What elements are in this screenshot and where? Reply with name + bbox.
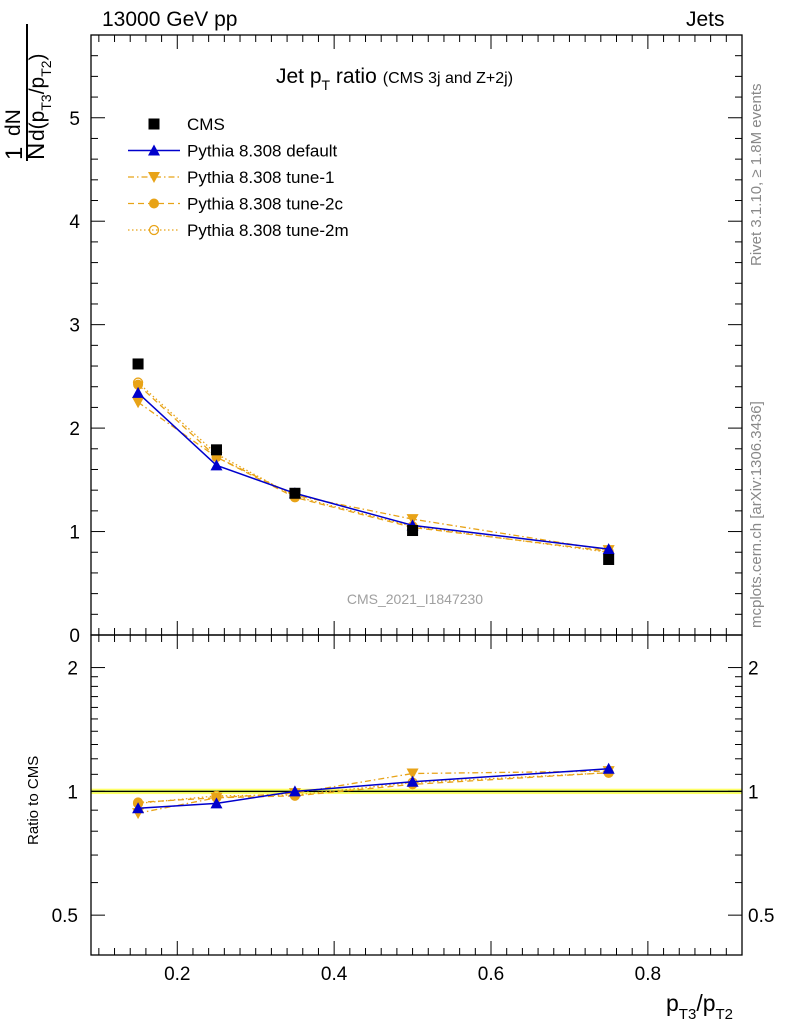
legend-marker xyxy=(148,224,160,236)
legend-label: Pythia 8.308 tune-2c xyxy=(187,195,343,214)
main-series-line xyxy=(137,384,609,552)
ylabel-one: 1 xyxy=(1,147,28,160)
main-y-tick-label: 3 xyxy=(69,316,80,337)
legend-label: Pythia 8.308 default xyxy=(187,142,338,161)
main-square-point xyxy=(132,358,144,370)
analysis-watermark: CMS_2021_I1847230 xyxy=(347,591,483,607)
legend-marker xyxy=(149,198,159,209)
legend-label: Pythia 8.308 tune-1 xyxy=(187,168,334,187)
legend-marker xyxy=(148,172,160,183)
main-triangle-up-point xyxy=(132,386,145,398)
legend-marker xyxy=(148,144,160,156)
legend-label: Pythia 8.308 tune-2m xyxy=(187,221,349,240)
ratio-y-tick-label: 2 xyxy=(67,659,78,680)
main-y-axis-label: 1 N dN d(pT3/pT2) xyxy=(1,24,54,161)
ylabel-dn: dN xyxy=(2,109,25,136)
main-y-tick-label: 0 xyxy=(69,626,80,647)
ratio-triangle-up-point xyxy=(210,797,223,809)
main-square-point xyxy=(407,525,419,537)
plot-title: Jet pT ratio (CMS 3j and Z+2j) xyxy=(276,65,513,93)
header-right: Jets xyxy=(686,8,725,31)
legend-marker xyxy=(148,118,160,130)
main-triangle-up-point xyxy=(602,543,615,555)
ratio-y-axis-label: Ratio to CMS xyxy=(25,756,42,845)
header-left: 13000 GeV pp xyxy=(102,8,238,31)
ratio-panel-frame xyxy=(90,634,743,956)
x-tick-label: 0.8 xyxy=(635,964,661,985)
main-y-tick-label: 2 xyxy=(69,419,80,440)
ratio-triangle-down-point xyxy=(406,768,419,780)
main-triangle-up-point xyxy=(210,459,223,471)
main-y-tick-label: 4 xyxy=(69,212,80,233)
main-y-tick-label: 1 xyxy=(69,523,80,544)
ylabel-denominator: d(pT3/pT2) xyxy=(26,53,54,141)
main-series-line xyxy=(137,401,609,551)
ratio-triangle-up-point xyxy=(602,762,615,774)
ratio-y-tick-label-right: 2 xyxy=(748,659,759,680)
main-circle-point xyxy=(133,379,144,390)
ylabel-n: N xyxy=(23,143,50,160)
ratio-y-tick-label-right: 0.5 xyxy=(748,906,774,927)
ratio-triangle-up-point xyxy=(288,785,301,797)
ratio-triangle-up-point xyxy=(132,802,145,814)
main-y-tick-label: 5 xyxy=(69,109,80,130)
x-axis-label: pT3/pT2 xyxy=(666,990,733,1023)
ratio-triangle-up-point xyxy=(406,775,419,787)
x-tick-label: 0.4 xyxy=(321,964,348,985)
main-series-line xyxy=(137,392,609,550)
main-series-line xyxy=(137,382,609,553)
main-square-point xyxy=(289,487,301,499)
main-square-point xyxy=(603,553,615,565)
x-tick-label: 0.2 xyxy=(164,964,190,985)
ratio-y-tick-label: 0.5 xyxy=(52,906,78,927)
x-tick-label: 0.6 xyxy=(478,964,504,985)
main-square-point xyxy=(210,444,222,456)
main-triangle-down-point xyxy=(132,397,145,409)
ratio-y-tick-label: 1 xyxy=(67,782,78,803)
ratio-y-tick-label-right: 1 xyxy=(748,782,759,803)
ratio-series-line xyxy=(138,772,609,804)
legend-label: CMS xyxy=(187,115,225,134)
